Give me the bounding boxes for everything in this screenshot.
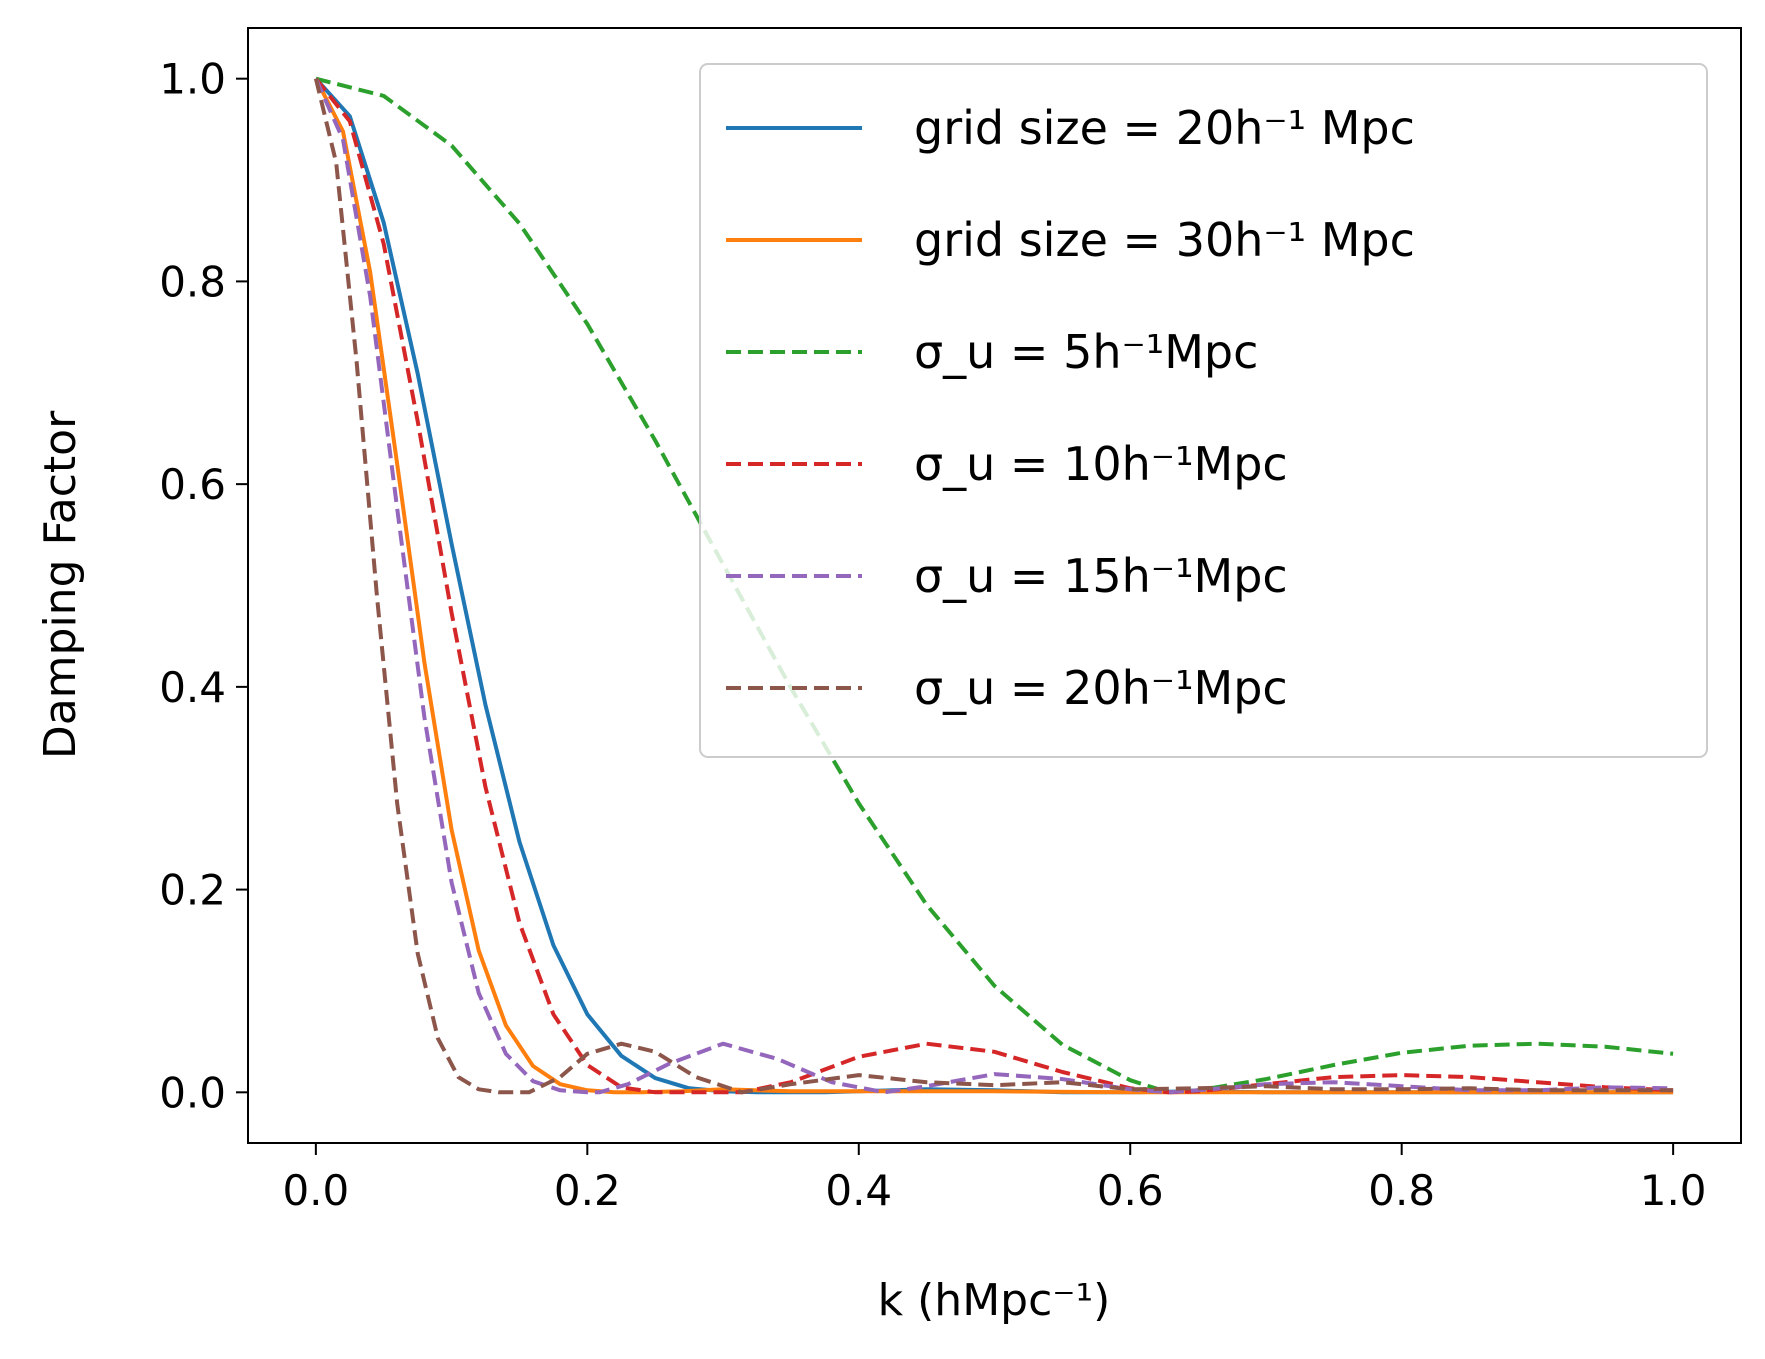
x-tick-label: 0.6 [1097,1166,1164,1215]
legend-label-2: grid size = 30h⁻¹ Mpc [914,213,1415,267]
legend-label-1: grid size = 20h⁻¹ Mpc [914,101,1415,155]
y-tick-label: 1.0 [159,55,226,104]
x-tick-label: 0.2 [554,1166,621,1215]
legend-label-6: σ_u = 20h⁻¹Mpc [914,661,1288,715]
series-line-3 [315,76,1674,1095]
y-tick-label: 0.0 [159,1068,226,1117]
series-line-6 [313,78,1674,1095]
y-tick-label: 0.6 [159,460,226,509]
series-layer [313,76,1674,1095]
plot-frame [247,27,1742,1144]
legend-items: grid size = 20h⁻¹ Mpc grid size = 30h⁻¹ M… [726,101,1415,715]
y-tick-label: 0.4 [159,663,226,712]
legend-label-4: σ_u = 10h⁻¹Mpc [914,437,1288,491]
x-tick-label: 0.8 [1368,1166,1435,1215]
legend-label-3: σ_u = 5h⁻¹Mpc [914,325,1258,379]
x-tick-label: 1.0 [1640,1166,1707,1215]
legend: grid size = 20h⁻¹ Mpc grid size = 30h⁻¹ M… [699,63,1708,758]
y-tick-label: 0.2 [159,866,226,915]
x-axis-label: k (hMpc⁻¹) [878,1275,1111,1326]
y-tick-label: 0.8 [159,257,226,306]
legend-label-5: σ_u = 15h⁻¹Mpc [914,549,1288,603]
x-tick-label: 0.4 [825,1166,892,1215]
legend-frame [699,63,1708,758]
x-tick-label: 0.0 [282,1166,349,1215]
series-line-5 [314,77,1674,1095]
ticks-layer: 0.0 0.2 0.4 0.6 0.8 1.0 0.0 0.2 0.4 0.6 0.8 1.0 [159,55,1706,1215]
y-axis-label: Damping Factor [35,410,86,759]
